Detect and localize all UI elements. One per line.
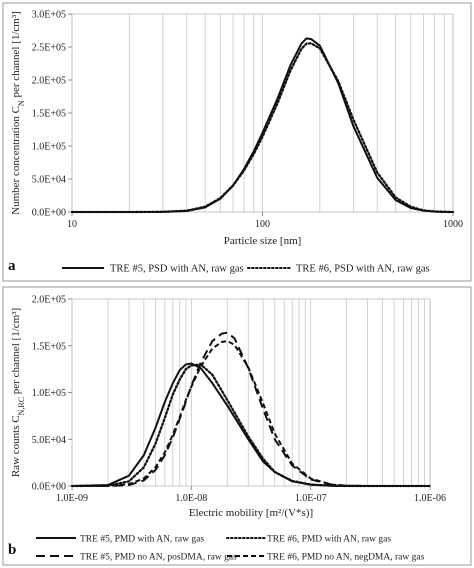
x-tick-label: 10 (67, 219, 77, 230)
y-axis-title-rest: per channel [1/cm³] (10, 308, 22, 397)
panel-label: b (8, 542, 16, 558)
panel-frame (2, 2, 472, 282)
y-tick-label: 2.5E+05 (32, 43, 66, 54)
legend-label: TRE #6, PSD with AN, raw gas (296, 264, 430, 275)
legend-label: TRE #5, PMD no AN, posDMA, raw gas (80, 553, 237, 563)
y-axis-title: Raw counts CN,RC per channel [1/cm³] (10, 308, 26, 477)
y-axis-title-rest: per channel [1/cm³] (10, 11, 22, 100)
x-gridlines (71, 299, 431, 486)
x-axis-title: Electric mobility [m²/(V*s)] (189, 507, 313, 519)
y-axis-title-main: Raw counts C (10, 415, 22, 477)
y-axis-title-subscript: N,RC (17, 397, 26, 415)
y-tick-label: 0.0E+00 (32, 482, 66, 493)
x-tick-label: 1000 (443, 219, 463, 230)
legend-label: TRE #5, PSD with AN, raw gas (110, 264, 244, 275)
x-tick-label: 1.0E-07 (295, 493, 327, 504)
y-axis-title: Number concentration CN per channel [1/c… (10, 11, 26, 215)
series-line-long-dash (72, 331, 430, 487)
panel-frame (2, 286, 472, 566)
y-tick-label: 3.0E+05 (32, 10, 66, 21)
plot-area (71, 298, 431, 487)
x-tick-label: 1.0E-09 (56, 493, 88, 504)
chart-panel-a: 0.0E+00 5.0E+04 1.0E+05 1.5E+05 2.0E+05 2.5E+… (2, 2, 472, 282)
x-axis-title: Particle size [nm] (224, 235, 302, 247)
series-line-dotted (70, 42, 455, 214)
series-line-solid (71, 362, 430, 487)
y-axis-title-subscript: N (17, 100, 26, 106)
y-tick-label: 1.5E+05 (32, 341, 66, 352)
panel-label: a (8, 258, 16, 274)
legend-label: TRE #6, PMD no AN, negDMA, raw gas (267, 553, 425, 563)
x-tick-label: 1.0E-08 (175, 493, 207, 504)
y-tick-label: 2.0E+05 (32, 76, 66, 87)
chart-panel-b: 0.0E+00 5.0E+04 1.0E+05 1.5E+05 2.0E+05 1.0E-… (2, 286, 472, 566)
x-tick-label: 100 (255, 219, 270, 230)
series-line-short-dash (72, 340, 430, 487)
x-gridlines (71, 14, 454, 212)
y-tick-label: 0.0E+00 (32, 208, 66, 219)
series-line-dotted (70, 363, 432, 488)
legend-label: TRE #6, PMD with AN, raw gas (267, 535, 391, 545)
y-tick-label: 5.0E+04 (32, 435, 66, 446)
y-tick-label: 5.0E+04 (32, 175, 66, 186)
x-tick-label: 1.0E-06 (414, 493, 446, 504)
y-tick-label: 2.0E+05 (32, 295, 66, 306)
y-axis-title-main: Number concentration C (10, 106, 22, 215)
legend-label: TRE #5, PMD with AN, raw gas (80, 535, 204, 545)
y-tick-label: 1.0E+05 (32, 388, 66, 399)
y-tick-label: 1.0E+05 (32, 142, 66, 153)
y-tick-label: 1.5E+05 (32, 109, 66, 120)
